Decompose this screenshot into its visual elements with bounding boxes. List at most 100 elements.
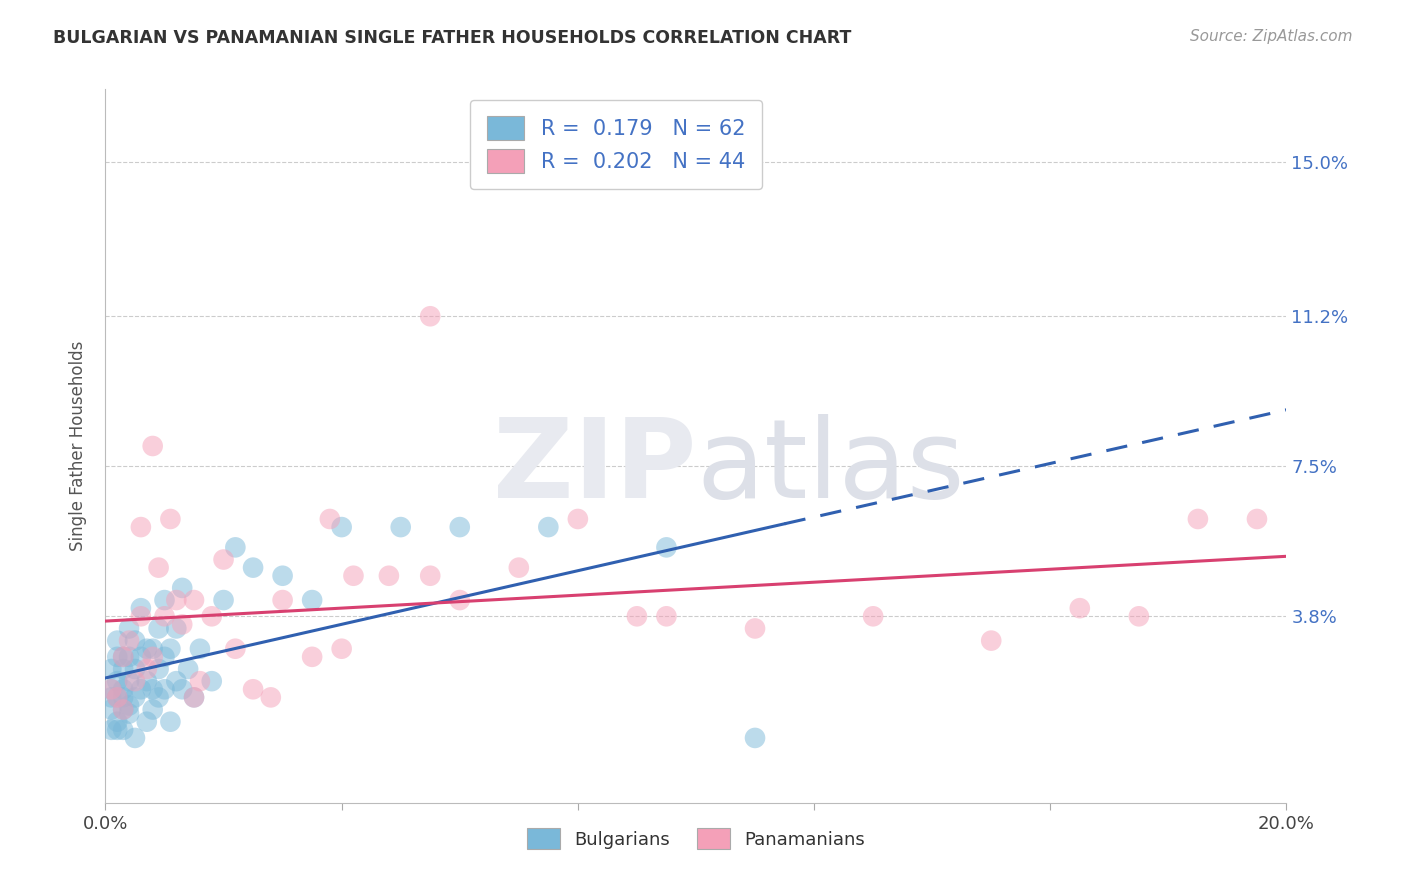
Point [153,609,176,624]
Point [100,662,122,676]
Point [744,731,766,745]
Point [330,641,353,656]
Point [124,674,146,689]
Point [419,310,441,324]
Point [129,520,152,534]
Point [201,674,224,689]
Point [129,601,152,615]
Point [153,682,176,697]
Point [118,622,141,636]
Point [419,568,441,582]
Point [389,520,412,534]
Y-axis label: Single Father Households: Single Father Households [69,341,87,551]
Point [100,690,122,705]
Point [135,641,157,656]
Text: BULGARIAN VS PANAMANIAN SINGLE FATHER HOUSEHOLDS CORRELATION CHART: BULGARIAN VS PANAMANIAN SINGLE FATHER HO… [53,29,852,46]
Point [105,633,128,648]
Point [212,593,235,607]
Point [224,541,246,555]
Point [135,662,157,676]
Point [118,633,141,648]
Point [105,690,128,705]
Point [301,593,323,607]
Point [112,682,135,697]
Point [177,662,200,676]
Point [378,568,401,582]
Point [112,702,135,716]
Point [260,690,283,705]
Point [105,714,128,729]
Point [129,609,152,624]
Point [124,731,146,745]
Point [271,568,294,582]
Point [135,674,157,689]
Point [142,702,165,716]
Point [118,674,141,689]
Point [271,593,294,607]
Text: Source: ZipAtlas.com: Source: ZipAtlas.com [1189,29,1353,44]
Point [100,682,122,697]
Point [655,609,678,624]
Point [165,674,187,689]
Point [118,706,141,721]
Point [201,609,224,624]
Point [1128,609,1150,624]
Point [172,617,194,632]
Point [100,702,122,716]
Point [224,641,246,656]
Point [183,593,205,607]
Point [449,593,471,607]
Point [118,649,141,664]
Point [165,593,187,607]
Point [129,682,152,697]
Point [188,641,211,656]
Point [148,690,170,705]
Point [112,662,135,676]
Point [183,690,205,705]
Point [124,633,146,648]
Point [112,649,135,664]
Point [242,560,264,574]
Point [1069,601,1091,615]
Point [100,682,122,697]
Point [112,649,135,664]
Point [112,690,135,705]
Point [148,560,170,574]
Point [980,633,1002,648]
Point [342,568,364,582]
Point [153,649,176,664]
Point [319,512,342,526]
Point [626,609,648,624]
Point [129,649,152,664]
Point [153,593,176,607]
Point [655,541,678,555]
Point [1246,512,1268,526]
Point [567,512,589,526]
Point [112,723,135,737]
Point [172,581,194,595]
Point [330,520,353,534]
Point [159,714,181,729]
Point [165,622,187,636]
Point [112,702,135,716]
Point [862,609,884,624]
Point [105,674,128,689]
Point [124,690,146,705]
Point [142,649,165,664]
Point [242,682,264,697]
Text: ZIP: ZIP [492,414,696,521]
Point [148,662,170,676]
Point [148,622,170,636]
Point [537,520,560,534]
Point [105,649,128,664]
Point [105,723,128,737]
Point [301,649,323,664]
Point [124,662,146,676]
Point [100,723,122,737]
Point [449,520,471,534]
Point [118,698,141,713]
Point [159,512,181,526]
Point [744,622,766,636]
Point [212,552,235,566]
Point [1187,512,1209,526]
